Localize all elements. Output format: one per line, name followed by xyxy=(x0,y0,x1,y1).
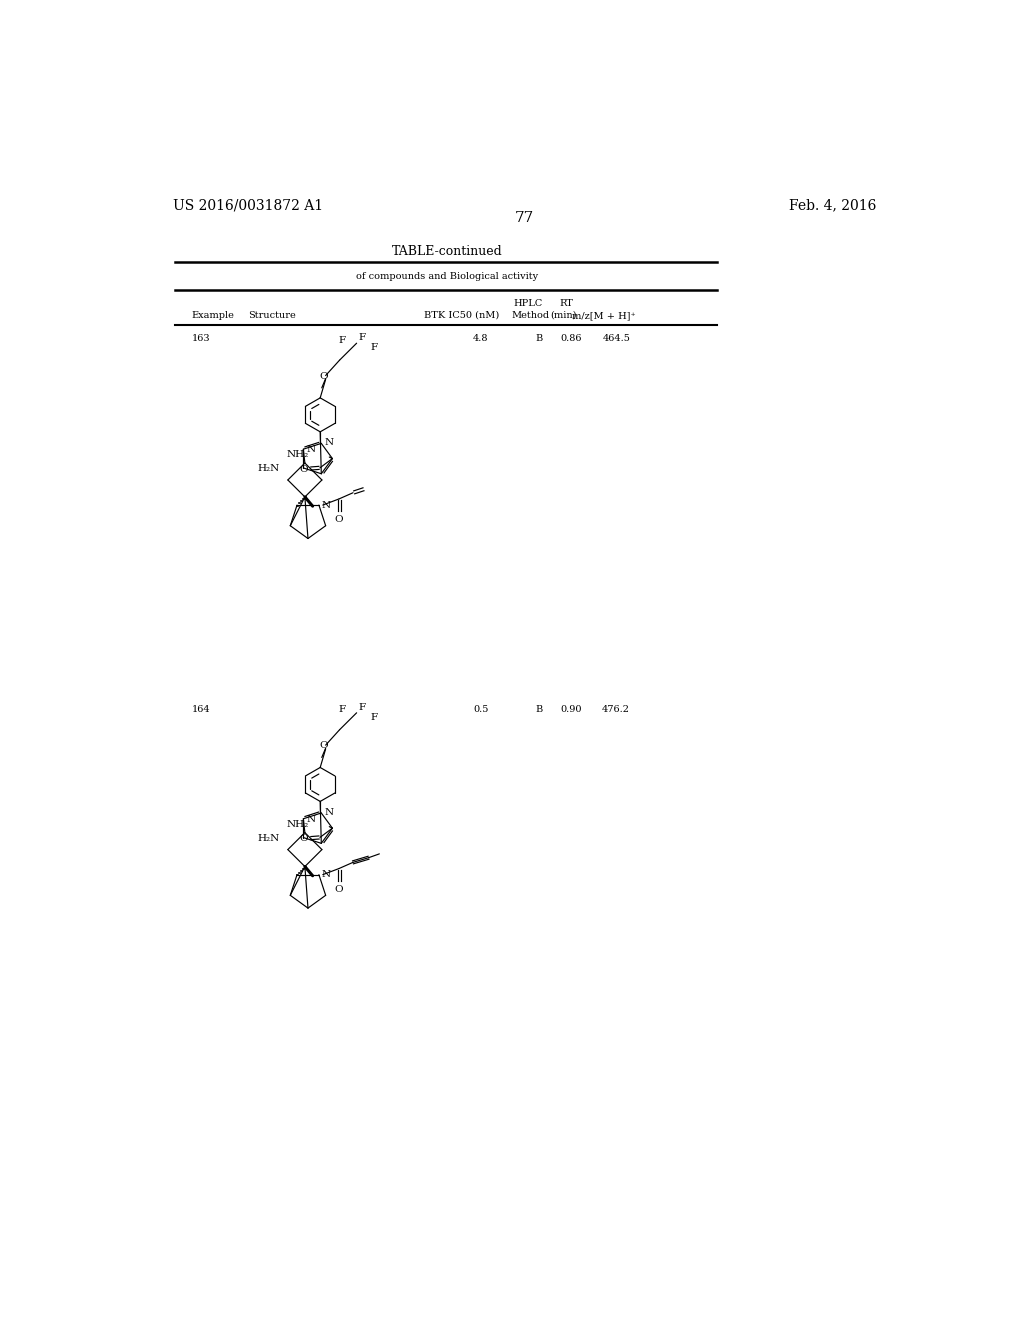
Text: F: F xyxy=(371,713,378,722)
Text: 464.5: 464.5 xyxy=(602,334,630,343)
Text: RT: RT xyxy=(559,300,572,309)
Text: O: O xyxy=(335,884,343,894)
Text: Method: Method xyxy=(511,312,549,319)
Text: N: N xyxy=(322,500,331,510)
Text: B: B xyxy=(536,705,543,714)
Text: 164: 164 xyxy=(191,705,210,714)
Text: F: F xyxy=(359,334,366,342)
Text: O: O xyxy=(319,742,328,750)
Text: US 2016/0031872 A1: US 2016/0031872 A1 xyxy=(173,198,324,213)
Text: m/z[M + H]⁺: m/z[M + H]⁺ xyxy=(572,312,636,319)
Text: O: O xyxy=(299,465,307,474)
Text: NH₂: NH₂ xyxy=(287,450,309,459)
Text: 476.2: 476.2 xyxy=(602,705,630,714)
Text: F: F xyxy=(359,704,366,711)
Text: Example: Example xyxy=(191,312,234,319)
Text: of compounds and Biological activity: of compounds and Biological activity xyxy=(356,272,539,281)
Text: N: N xyxy=(325,808,334,817)
Text: 77: 77 xyxy=(515,211,535,224)
Text: HPLC: HPLC xyxy=(513,300,543,309)
Text: (min): (min) xyxy=(550,312,577,319)
Text: F: F xyxy=(371,343,378,352)
Text: F: F xyxy=(339,335,346,345)
Text: N: N xyxy=(306,445,315,454)
Text: 163: 163 xyxy=(191,334,210,343)
Text: 0.90: 0.90 xyxy=(560,705,582,714)
Text: NH₂: NH₂ xyxy=(287,820,309,829)
Text: B: B xyxy=(536,334,543,343)
Text: 4.8: 4.8 xyxy=(473,334,488,343)
Text: H₂N: H₂N xyxy=(258,465,281,473)
Text: 0.86: 0.86 xyxy=(560,334,582,343)
Text: N: N xyxy=(306,814,315,824)
Text: O: O xyxy=(335,515,343,524)
Text: TABLE-continued: TABLE-continued xyxy=(392,244,503,257)
Text: Structure: Structure xyxy=(248,312,296,319)
Text: 0.5: 0.5 xyxy=(473,705,488,714)
Text: N: N xyxy=(322,870,331,879)
Text: BTK IC50 (nM): BTK IC50 (nM) xyxy=(424,312,499,319)
Text: F: F xyxy=(339,705,346,714)
Text: N: N xyxy=(325,438,334,447)
Text: O: O xyxy=(299,834,307,843)
Text: H₂N: H₂N xyxy=(258,834,281,842)
Text: Feb. 4, 2016: Feb. 4, 2016 xyxy=(790,198,877,213)
Text: O: O xyxy=(319,372,328,380)
